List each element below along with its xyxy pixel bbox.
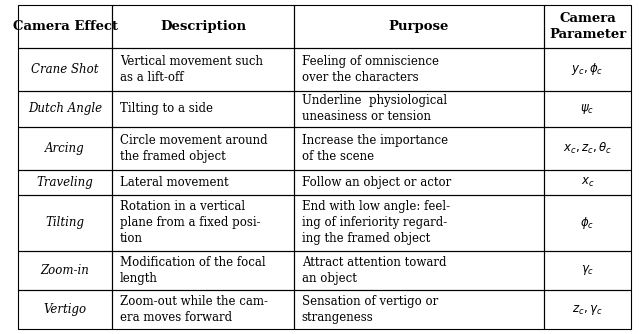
Bar — [295, 250, 544, 290]
Text: End with low angle: feel-
ing of inferiority regard-
ing the framed object: End with low angle: feel- ing of inferio… — [302, 200, 450, 245]
Bar — [295, 290, 544, 329]
Bar — [544, 127, 631, 170]
Text: Dutch Angle: Dutch Angle — [28, 102, 102, 115]
Bar — [544, 250, 631, 290]
Bar — [18, 91, 112, 127]
Text: Zoom-in: Zoom-in — [41, 264, 89, 277]
Bar — [112, 91, 295, 127]
Bar — [18, 195, 112, 250]
Text: $\gamma_c$: $\gamma_c$ — [581, 263, 594, 277]
Text: Camera Effect: Camera Effect — [13, 20, 118, 33]
Text: $\psi_c$: $\psi_c$ — [580, 102, 595, 116]
Bar — [112, 5, 295, 48]
Bar — [544, 170, 631, 195]
Bar — [112, 250, 295, 290]
Bar — [112, 195, 295, 250]
Bar — [295, 91, 544, 127]
Bar — [544, 91, 631, 127]
Text: Lateral movement: Lateral movement — [119, 176, 228, 189]
Text: $x_c$: $x_c$ — [581, 176, 594, 189]
Bar — [544, 290, 631, 329]
Bar — [18, 250, 112, 290]
Text: Attract attention toward
an object: Attract attention toward an object — [302, 256, 446, 285]
Text: Tilting to a side: Tilting to a side — [119, 102, 213, 115]
Bar — [295, 5, 544, 48]
Bar — [544, 5, 631, 48]
Text: Camera
Parameter: Camera Parameter — [549, 12, 626, 41]
Bar — [112, 170, 295, 195]
Text: Purpose: Purpose — [389, 20, 449, 33]
Bar — [112, 127, 295, 170]
Bar — [18, 290, 112, 329]
Bar — [544, 48, 631, 91]
Text: Modification of the focal
length: Modification of the focal length — [119, 256, 265, 285]
Bar — [544, 195, 631, 250]
Text: Increase the importance
of the scene: Increase the importance of the scene — [302, 134, 448, 163]
Bar — [18, 5, 112, 48]
Text: Arcing: Arcing — [45, 142, 85, 155]
Text: $x_c, z_c, \theta_c$: $x_c, z_c, \theta_c$ — [563, 141, 612, 156]
Text: Description: Description — [160, 20, 246, 33]
Bar — [295, 195, 544, 250]
Bar — [295, 170, 544, 195]
Text: $y_c, \phi_c$: $y_c, \phi_c$ — [571, 61, 604, 77]
Text: Zoom-out while the cam-
era moves forward: Zoom-out while the cam- era moves forwar… — [119, 295, 268, 324]
Text: Crane Shot: Crane Shot — [31, 63, 99, 76]
Text: Feeling of omniscience
over the characters: Feeling of omniscience over the characte… — [302, 55, 439, 84]
Bar — [18, 170, 112, 195]
Text: Tilting: Tilting — [45, 216, 84, 229]
Text: Follow an object or actor: Follow an object or actor — [302, 176, 451, 189]
Text: Vertical movement such
as a lift-off: Vertical movement such as a lift-off — [119, 55, 263, 84]
Bar — [112, 48, 295, 91]
Bar — [295, 48, 544, 91]
Text: Sensation of vertigo or
strangeness: Sensation of vertigo or strangeness — [302, 295, 438, 324]
Text: Underline  physiological
uneasiness or tension: Underline physiological uneasiness or te… — [302, 94, 447, 123]
Bar — [295, 127, 544, 170]
Bar — [18, 48, 112, 91]
Bar — [18, 127, 112, 170]
Bar — [112, 290, 295, 329]
Text: $z_c, \gamma_c$: $z_c, \gamma_c$ — [573, 303, 603, 317]
Text: Circle movement around
the framed object: Circle movement around the framed object — [119, 134, 267, 163]
Text: Vertigo: Vertigo — [43, 303, 87, 316]
Text: Traveling: Traveling — [36, 176, 93, 189]
Text: Rotation in a vertical
plane from a fixed posi-
tion: Rotation in a vertical plane from a fixe… — [119, 200, 260, 245]
Text: $\phi_c$: $\phi_c$ — [580, 215, 595, 231]
